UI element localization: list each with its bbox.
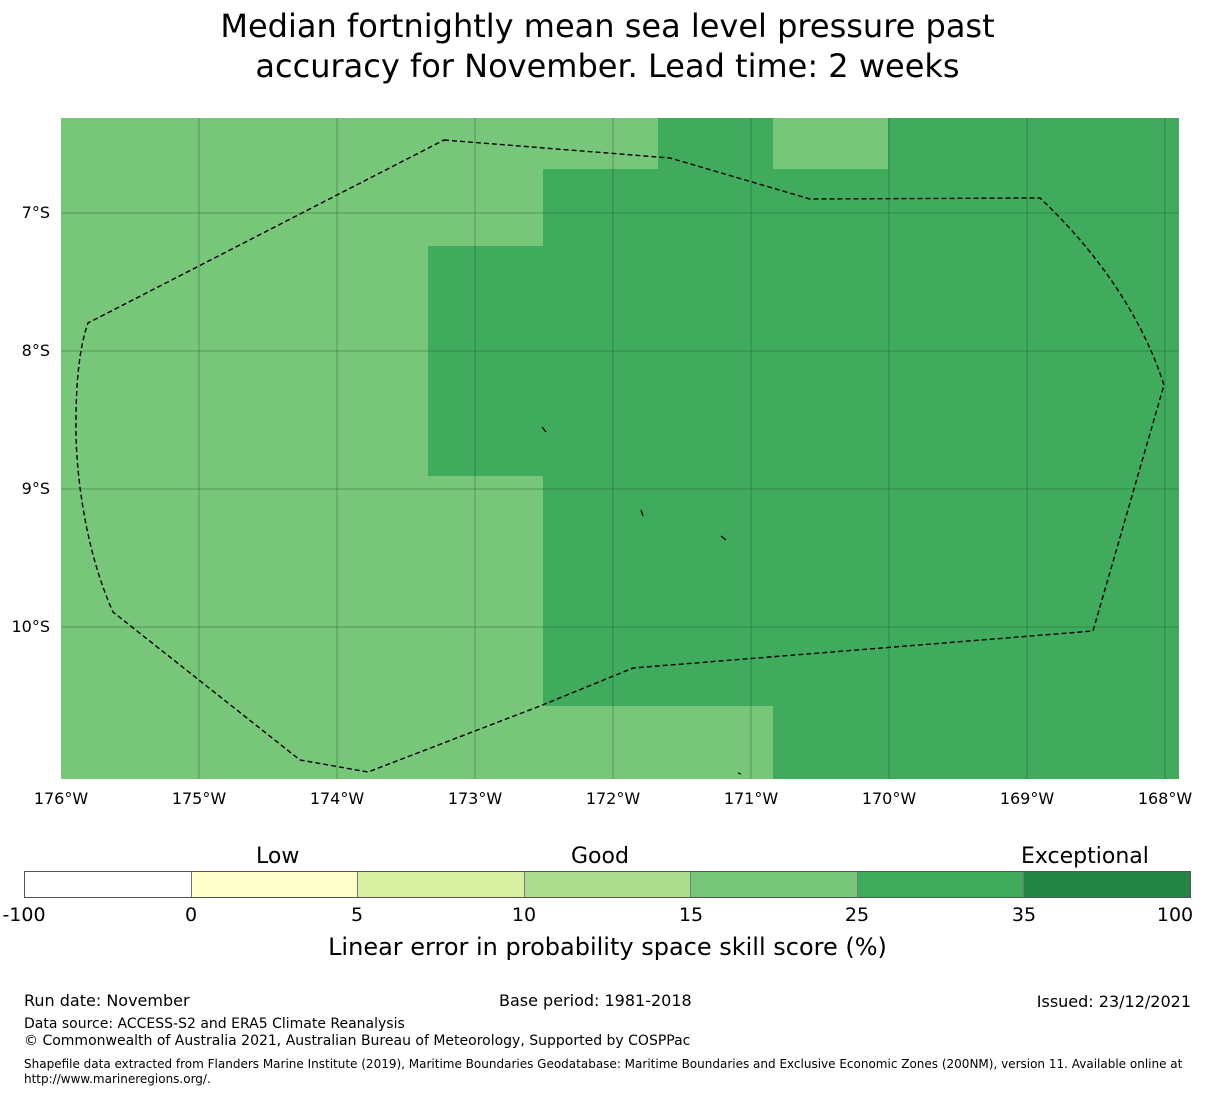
colorbar-tick: 15: [678, 904, 704, 926]
lon-label: 174°W: [309, 789, 365, 808]
map-title: Median fortnightly mean sea level pressu…: [0, 6, 1215, 86]
cell-dark-top-right: [888, 118, 1179, 169]
base-period: Base period: 1981-2018: [499, 991, 692, 1010]
lon-label: 173°W: [447, 789, 503, 808]
colorbar-segment: [524, 872, 692, 897]
lat-label: 7°S: [21, 203, 50, 222]
lon-label: 176°W: [33, 789, 89, 808]
legend-category-low: Low: [256, 844, 300, 869]
lon-label: 170°W: [861, 789, 917, 808]
island-mark: [720, 535, 727, 541]
title-line-2: accuracy for November. Lead time: 2 week…: [255, 47, 960, 85]
lat-label: 8°S: [21, 341, 50, 360]
shapefile-credit: Shapefile data extracted from Flanders M…: [24, 1057, 1183, 1086]
run-date: Run date: November: [24, 991, 190, 1010]
colorbar-segment: [691, 872, 858, 897]
cell-dark-top: [658, 118, 773, 169]
island-mark: [541, 426, 547, 433]
lon-label: 169°W: [999, 789, 1055, 808]
colorbar-tick: 0: [184, 904, 198, 926]
colorbar-segment: [358, 872, 525, 897]
lon-label: 171°W: [723, 789, 779, 808]
cell-dark-west: [428, 246, 543, 476]
legend-category-good: Good: [571, 844, 629, 869]
legend-category-exceptional: Exceptional: [1021, 844, 1149, 869]
colorbar-tick: -100: [2, 904, 46, 926]
colorbar-tick: 25: [844, 904, 870, 926]
cell-dark-main: [543, 169, 1179, 706]
lat-label: 10°S: [11, 617, 50, 636]
eez-boundary: [75, 139, 1165, 773]
colorbar-segment: [25, 872, 192, 897]
cell-dark-bottom-right: [773, 706, 1179, 779]
colorbar-tick: 100: [1156, 904, 1194, 926]
title-line-1: Median fortnightly mean sea level pressu…: [220, 7, 995, 45]
issued-date: Issued: 23/12/2021: [1036, 992, 1191, 1011]
island-mark: [640, 509, 644, 517]
colorbar-tick: 5: [350, 904, 364, 926]
lon-label: 168°W: [1137, 789, 1193, 808]
skill-cells: [61, 118, 1179, 779]
lat-label: 9°S: [21, 479, 50, 498]
colorbar-tick: 35: [1011, 904, 1037, 926]
lon-label: 175°W: [171, 789, 227, 808]
data-source: Data source: ACCESS-S2 and ERA5 Climate …: [24, 1016, 405, 1032]
colorbar-segment: [191, 872, 359, 897]
colorbar: [24, 871, 1191, 898]
colorbar-title: Linear error in probability space skill …: [328, 933, 887, 961]
copyright: © Commonwealth of Australia 2021, Austra…: [24, 1033, 691, 1049]
lon-label: 172°W: [585, 789, 641, 808]
colorbar-segment: [857, 872, 1025, 897]
island-marks: [541, 426, 742, 775]
island-mark: [737, 772, 742, 775]
colorbar-segment: [1024, 872, 1191, 897]
graticule: [61, 118, 1179, 779]
colorbar-tick: 10: [511, 904, 537, 926]
skill-map: [61, 118, 1179, 779]
